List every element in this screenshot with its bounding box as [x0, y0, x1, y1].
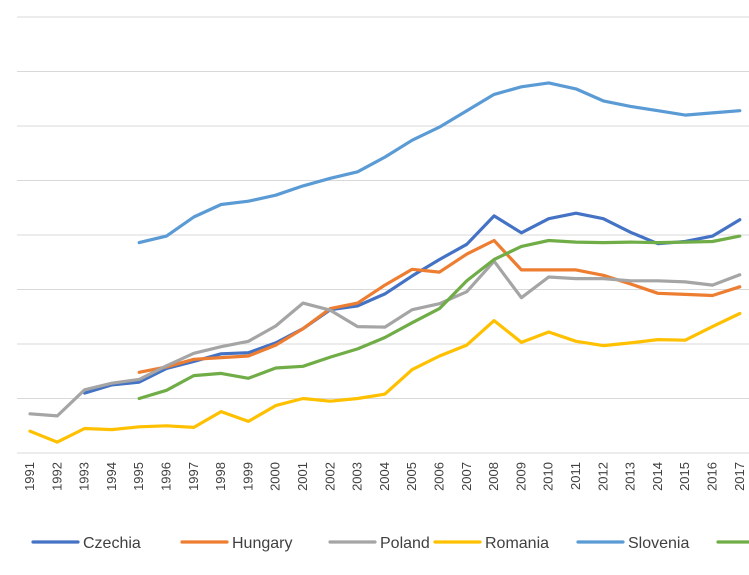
x-tick-label: 1993	[77, 462, 92, 491]
series-line	[83, 211, 742, 395]
x-tick-label: 2015	[677, 462, 692, 491]
legend-label: Hungary	[232, 535, 292, 552]
x-tick-label: 2017	[732, 462, 747, 491]
legend-label: Slovenia	[628, 535, 689, 552]
x-tick-label: 1994	[104, 462, 119, 491]
legend-label: Poland	[380, 535, 430, 552]
x-axis-tick-labels: 1991 1992 1993 1994 1995 1996 1997 1998 1999 2000…	[22, 462, 747, 491]
x-tick-label: 1996	[159, 462, 174, 491]
series-lines	[28, 81, 742, 444]
x-tick-label: 2014	[650, 462, 665, 491]
series-line	[137, 81, 742, 245]
x-tick-label: 2016	[705, 462, 720, 491]
x-tick-label: 2004	[377, 462, 392, 491]
series-line	[28, 259, 742, 418]
x-tick-label: 2002	[322, 462, 337, 491]
x-tick-label: 2003	[350, 462, 365, 491]
x-tick-label: 2005	[404, 462, 419, 491]
legend: Czechia Hungary Poland Romania Slovenia	[31, 535, 749, 552]
legend-label: Czechia	[83, 535, 141, 552]
x-tick-label: 2006	[432, 462, 447, 491]
series-line	[137, 238, 742, 374]
x-tick-label: 2011	[568, 462, 583, 490]
x-tick-label: 1991	[22, 462, 37, 491]
x-tick-label: 2008	[486, 462, 501, 491]
x-tick-label: 2012	[595, 462, 610, 491]
series-line	[137, 234, 742, 401]
x-tick-label: 1997	[186, 462, 201, 491]
x-tick-label: 1998	[213, 462, 228, 491]
x-tick-label: 1995	[131, 462, 146, 491]
x-tick-label: 2009	[513, 462, 528, 491]
x-tick-label: 2010	[541, 462, 556, 491]
x-tick-label: 1999	[240, 462, 255, 491]
legend-label: Romania	[485, 535, 549, 552]
x-tick-label: 2013	[623, 462, 638, 491]
x-tick-label: 2007	[459, 462, 474, 491]
x-tick-label: 2001	[295, 462, 310, 491]
x-tick-label: 2000	[268, 462, 283, 491]
series-line	[28, 311, 742, 444]
x-tick-label: 1992	[49, 462, 64, 491]
